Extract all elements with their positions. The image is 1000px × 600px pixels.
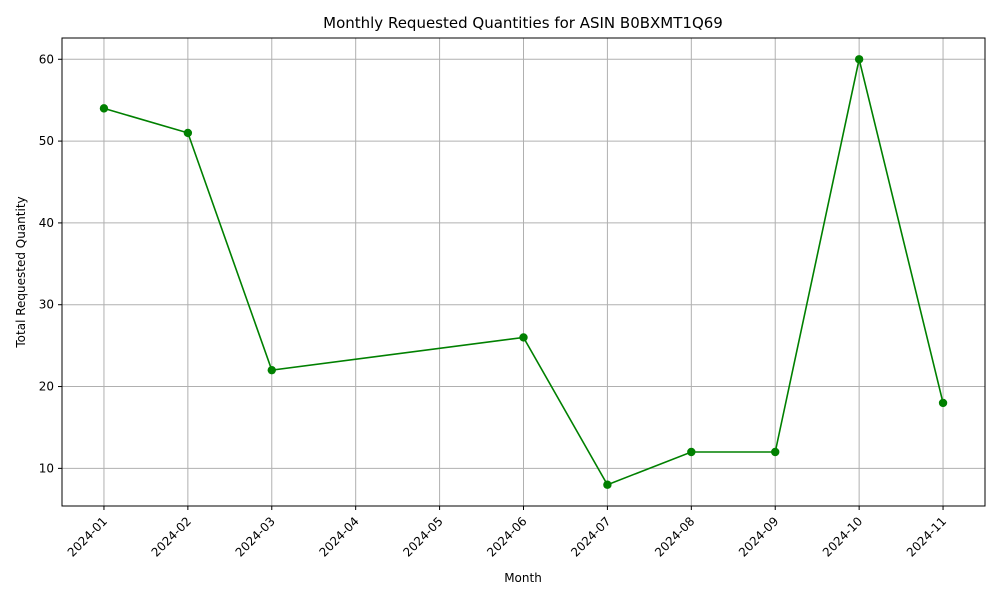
- data-point: [99, 104, 109, 113]
- data-point: [687, 447, 696, 457]
- y-tick-label: 60: [39, 52, 54, 66]
- y-tick-label: 30: [39, 298, 54, 312]
- data-point: [771, 447, 780, 457]
- data-point: [603, 480, 612, 489]
- grid: [62, 38, 985, 506]
- data-point: [938, 398, 948, 408]
- plot-frame: [61, 37, 986, 507]
- data-point: [519, 333, 528, 342]
- y-axis-title: Total Requested Quantity: [14, 196, 28, 348]
- data-point: [183, 128, 193, 138]
- x-axis-title: Month: [504, 571, 542, 585]
- data-point: [267, 365, 276, 375]
- data-point: [854, 55, 864, 64]
- y-tick-label: 20: [39, 380, 54, 394]
- chart-title: Monthly Requested Quantities for ASIN B0…: [323, 14, 723, 32]
- series-layer: [99, 55, 948, 489]
- y-tick-label: 40: [39, 216, 54, 230]
- y-tick-label: 10: [39, 461, 54, 475]
- y-tick-label: 50: [39, 134, 54, 148]
